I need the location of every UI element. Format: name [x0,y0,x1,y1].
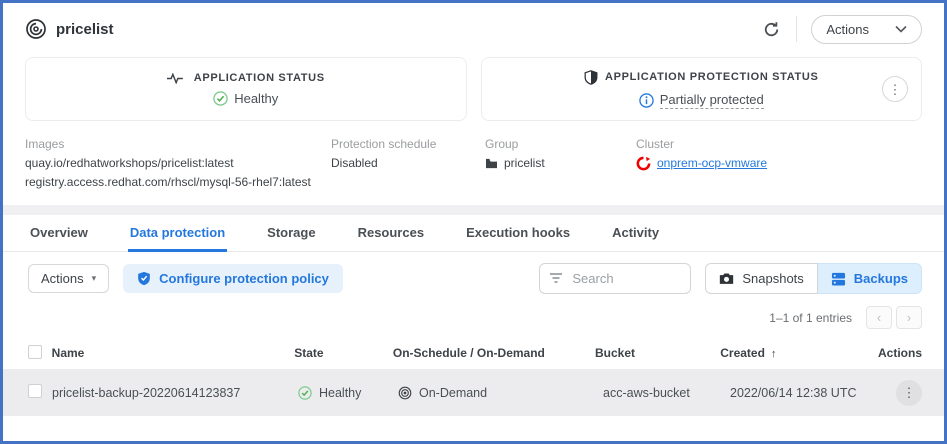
header-divider [796,16,798,42]
created-cell: 2022/06/14 12:38 UTC [730,385,857,400]
panel-gap [3,205,944,216]
group-value: pricelist [504,156,545,170]
header-actions-label: Actions [826,21,869,37]
tab-overview[interactable]: Overview [30,224,88,240]
healthy-check-icon [213,91,228,106]
column-header-state[interactable]: State [294,346,324,361]
app-header: pricelist Actions [25,3,922,51]
page-title: pricelist [56,20,114,38]
application-status-value: Healthy [234,91,279,106]
protection-status-title: APPLICATION PROTECTION STATUS [605,71,819,83]
bucket-cell: acc-aws-bucket [603,385,690,400]
images-label: Images [25,137,65,151]
refresh-icon [765,21,779,36]
tab-storage[interactable]: Storage [267,224,316,240]
app-logo-icon [26,19,46,39]
backups-toggle-button[interactable]: Backups [817,263,922,295]
pagination-next-button[interactable]: › [896,306,922,330]
tab-resources[interactable]: Resources [357,224,425,240]
schedule-cell: On-Demand [419,385,488,400]
image-value-2: registry.access.redhat.com/rhscl/mysql-5… [25,174,311,189]
snapshots-toggle-button[interactable]: Snapshots [705,263,818,295]
table-row[interactable]: pricelist-backup-20220614123837 Healthy [3,369,944,417]
tab-execution-hooks[interactable]: Execution hooks [466,224,571,240]
tab-bar: Overview Data protection Storage Resourc… [3,215,944,253]
data-protection-toolbar: Actions ▾ Configure protection policy [3,252,944,298]
column-header-actions: Actions [878,346,923,361]
table-header-row: Name State On-Schedule / On-Demand Bucke… [3,337,944,370]
chevron-down-icon [895,25,907,33]
protection-schedule-label: Protection schedule [331,137,437,151]
healthy-check-icon [298,385,312,400]
on-demand-target-icon [398,386,412,400]
pulse-icon [166,72,183,84]
toolbar-actions-label: Actions [41,271,84,287]
cluster-label: Cluster [636,137,675,151]
group-label: Group [485,137,519,151]
column-header-name[interactable]: Name [51,346,85,361]
info-icon [639,92,654,108]
backups-toggle-label: Backups [853,271,908,287]
row-checkbox[interactable] [28,384,42,399]
caret-down-icon: ▾ [91,273,97,284]
sort-ascending-icon: ↑ [770,348,777,361]
application-status-title: APPLICATION STATUS [193,72,325,84]
snapshots-backups-toggle: Snapshots Backups [705,263,922,295]
state-cell: Healthy [319,385,362,400]
column-header-bucket[interactable]: Bucket [595,346,636,361]
select-all-checkbox[interactable] [28,344,42,359]
pagination-prev-button[interactable]: ‹ [866,306,892,330]
camera-icon [720,273,734,285]
pagination-row: 1–1 of 1 entries ‹ › [3,298,944,337]
created-header-label: Created [720,346,765,361]
protection-status-link[interactable]: Partially protected [659,91,764,109]
entries-count: 1–1 of 1 entries [769,310,852,325]
header-actions-button[interactable]: Actions [811,14,922,44]
shield-icon [584,69,598,85]
protection-schedule-value: Disabled [331,156,378,170]
openshift-icon [636,156,651,171]
configure-protection-policy-label: Configure protection policy [159,271,329,287]
row-actions-kebab-button[interactable]: ⋮ [896,379,922,406]
column-header-schedule[interactable]: On-Schedule / On-Demand [392,346,545,361]
app-summary-panel: pricelist Actions [3,3,944,206]
filter-icon [550,273,563,283]
refresh-button[interactable] [761,19,782,40]
app-metadata: Images quay.io/redhatworkshops/pricelist… [25,137,922,191]
protection-card-kebab-button[interactable]: ⋮ [882,76,908,102]
shield-check-icon [138,272,151,286]
image-value-1: quay.io/redhatworkshops/pricelist:latest [25,156,234,170]
toolbar-actions-button[interactable]: Actions ▾ [28,264,110,294]
column-header-created[interactable]: Created ↑ [720,346,878,360]
search-input[interactable] [539,263,692,295]
configure-protection-policy-button[interactable]: Configure protection policy [123,264,343,294]
protection-status-card: APPLICATION PROTECTION STATUS Partially … [480,57,922,121]
tab-data-protection[interactable]: Data protection [127,215,228,253]
detail-panel: Overview Data protection Storage Resourc… [3,215,944,441]
folder-icon [486,158,497,168]
application-status-card: APPLICATION STATUS Healthy [25,57,467,121]
tab-activity[interactable]: Activity [612,224,660,240]
backup-drive-icon [831,272,845,286]
backup-name-cell: pricelist-backup-20220614123837 [52,385,241,400]
snapshots-toggle-label: Snapshots [742,271,804,287]
cluster-link[interactable]: onprem-ocp-vmware [657,156,768,170]
